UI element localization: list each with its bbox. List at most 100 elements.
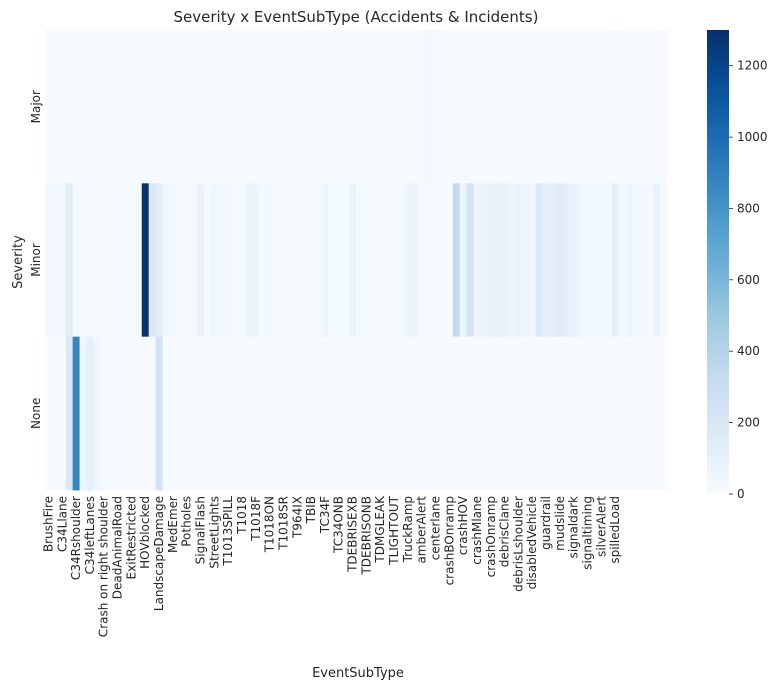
cell-none-66 — [501, 336, 509, 491]
cell-major-25 — [217, 30, 226, 184]
cell-major-80 — [597, 30, 606, 184]
cell-major-22 — [197, 30, 205, 184]
cell-none-16 — [155, 336, 163, 491]
cell-major-17 — [162, 30, 170, 184]
cell-major-46 — [362, 30, 371, 184]
x-tick-label: silverAlert — [594, 496, 608, 557]
cell-none-27 — [231, 336, 239, 491]
cell-minor-37 — [300, 183, 309, 338]
cell-major-8 — [100, 30, 108, 184]
cell-minor-56 — [432, 183, 440, 338]
cell-none-83 — [618, 336, 626, 491]
cell-minor-41 — [328, 183, 336, 338]
cell-minor-48 — [376, 183, 385, 338]
cell-none-42 — [335, 336, 343, 491]
cell-minor-36 — [293, 183, 302, 338]
cell-none-43 — [342, 336, 350, 491]
cell-minor-39 — [314, 183, 322, 338]
cell-minor-42 — [335, 183, 343, 338]
cell-minor-77 — [577, 183, 585, 338]
x-tick-label: spilledLoad — [608, 496, 622, 564]
cell-none-68 — [514, 336, 523, 491]
cell-minor-85 — [632, 183, 640, 338]
cell-none-31 — [259, 336, 267, 491]
cell-minor-12 — [127, 183, 136, 338]
cell-major-67 — [508, 30, 516, 184]
cell-none-20 — [183, 336, 191, 491]
x-tick-label: DeadAnimalRoad — [111, 496, 125, 599]
x-tick-label: HOVblocked — [138, 496, 152, 569]
cell-minor-49 — [383, 183, 391, 338]
x-tick-label: disabledVehicle — [525, 496, 539, 589]
cell-major-10 — [114, 30, 122, 184]
cell-major-9 — [107, 30, 115, 184]
cell-major-61 — [466, 30, 474, 184]
cell-minor-10 — [114, 183, 122, 338]
cell-minor-32 — [266, 183, 274, 338]
x-tick-label: debrisClane — [498, 496, 512, 567]
cell-minor-83 — [618, 183, 626, 338]
cell-minor-9 — [107, 183, 115, 338]
cell-none-61 — [466, 336, 474, 491]
cell-minor-20 — [183, 183, 191, 338]
cell-minor-19 — [176, 183, 184, 338]
cell-none-38 — [307, 336, 315, 491]
x-tick-label: crashBOnramp — [442, 496, 456, 585]
cell-minor-29 — [245, 183, 253, 338]
cell-minor-89 — [660, 183, 668, 338]
cell-major-33 — [273, 30, 281, 184]
colorbar-ticks: 0 200 400 600 800 1000 1200 — [729, 59, 768, 501]
cell-major-63 — [480, 30, 488, 184]
cell-minor-79 — [590, 183, 599, 338]
cell-minor-31 — [259, 183, 267, 338]
cell-none-12 — [127, 336, 136, 491]
cell-none-28 — [238, 336, 246, 491]
cell-none-82 — [611, 336, 620, 491]
x-tick-label: C34Llane — [55, 496, 69, 552]
cell-major-70 — [528, 30, 537, 184]
y-axis-label: Severity — [11, 235, 26, 289]
cell-minor-35 — [286, 183, 295, 338]
cell-major-54 — [418, 30, 426, 184]
cell-major-69 — [521, 30, 530, 184]
x-tick-label: crashOnramp — [484, 496, 498, 577]
cell-major-39 — [314, 30, 322, 184]
cell-none-59 — [452, 336, 461, 491]
cell-none-10 — [114, 336, 122, 491]
x-tick-label: TDEBRISEXB — [346, 496, 360, 573]
cell-minor-71 — [535, 183, 543, 338]
cell-minor-51 — [397, 183, 405, 338]
heatmap-cells — [45, 30, 668, 491]
cell-minor-87 — [646, 183, 654, 338]
cell-major-86 — [639, 30, 647, 184]
cell-minor-47 — [369, 183, 378, 338]
cell-major-83 — [618, 30, 626, 184]
cell-minor-58 — [445, 183, 454, 338]
cell-none-26 — [224, 336, 232, 491]
x-tick-label: crashMlane — [470, 496, 484, 565]
cell-minor-63 — [480, 183, 488, 338]
x-tick-label: Potholes — [180, 496, 194, 547]
x-tick-label: T1018SR — [276, 496, 290, 551]
cell-minor-45 — [356, 183, 364, 338]
cell-none-52 — [404, 336, 412, 491]
cell-minor-60 — [459, 183, 467, 338]
cell-none-58 — [445, 336, 454, 491]
cell-major-51 — [397, 30, 405, 184]
cell-minor-25 — [217, 183, 226, 338]
cell-none-40 — [321, 336, 329, 491]
cell-minor-78 — [584, 183, 592, 338]
cell-minor-65 — [494, 183, 502, 338]
cell-none-69 — [521, 336, 530, 491]
cell-major-15 — [148, 30, 156, 184]
cell-major-1 — [51, 30, 60, 184]
cell-none-21 — [190, 336, 198, 491]
x-tick-label: T964IX — [290, 496, 304, 539]
x-tick-label: ExitRestricted — [124, 496, 138, 579]
cell-none-48 — [376, 336, 385, 491]
cell-none-35 — [286, 336, 295, 491]
cell-none-51 — [397, 336, 405, 491]
cell-none-73 — [549, 336, 557, 491]
x-axis-label: EventSubType — [312, 666, 404, 681]
cell-minor-52 — [404, 183, 412, 338]
